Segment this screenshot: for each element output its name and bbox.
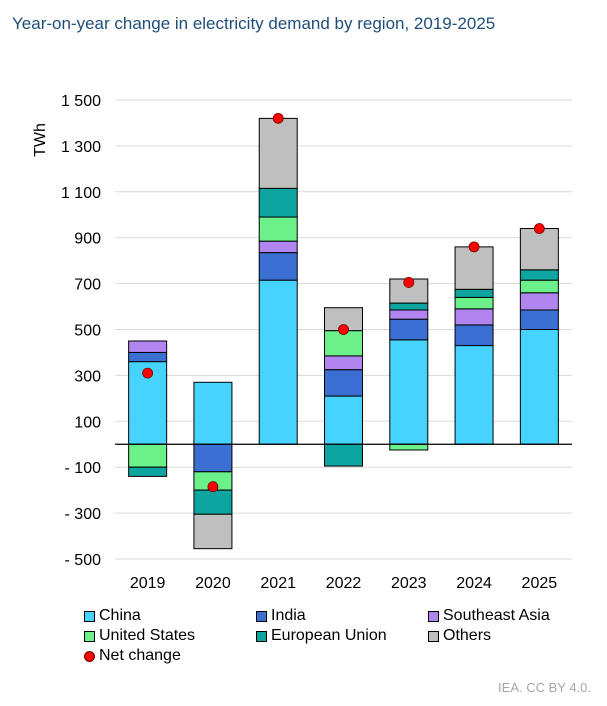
legend-label-united-states: United States: [99, 627, 196, 644]
net-change-marker: [468, 241, 480, 253]
bar-segment-china: [389, 339, 429, 445]
legend-label-others: Others: [443, 627, 492, 644]
bar-segment-china: [324, 395, 363, 445]
chart-title: Year-on-year change in electricity deman…: [12, 14, 496, 33]
bar-segment-others: [454, 246, 494, 290]
bar-segment-united-states: [389, 443, 429, 451]
bar-segment-india: [389, 318, 429, 341]
bar-segment-united-states: [258, 216, 298, 242]
y-tick-label: 100: [74, 414, 101, 431]
net-change-marker: [533, 223, 545, 234]
y-tick-label: 700: [74, 277, 101, 294]
x-tick-label: 2019: [130, 575, 166, 592]
bar-segment-india: [258, 252, 298, 281]
legend-label-net-change: Net change: [99, 647, 181, 664]
bar-segment-southeast-asia: [454, 308, 494, 326]
bar-segment-india: [193, 443, 233, 473]
bar-segment-european-union: [193, 489, 233, 515]
gridlines: [115, 99, 572, 560]
bar-segment-european-union: [258, 187, 298, 218]
net-change-marker: [338, 324, 349, 335]
chart-area: 1 500 1 300 1 100 900 700 500 300 100 - 100 - 300…: [32, 93, 572, 592]
legend-item-european-union: European Union: [256, 627, 387, 645]
bar-segment-european-union: [519, 269, 559, 281]
y-tick-label: 500: [74, 323, 101, 340]
y-tick-label: 1 500: [61, 93, 101, 110]
bar-segment-european-union: [389, 302, 429, 311]
x-tick-label: 2022: [326, 575, 362, 592]
x-tick-label: 2020: [195, 575, 231, 592]
net-change-markers: [142, 112, 545, 493]
bar-segment-china: [454, 345, 494, 445]
x-tick-label: 2025: [522, 575, 558, 592]
y-tick-label: - 300: [65, 506, 102, 523]
bar-segment-others: [519, 228, 559, 271]
net-change-marker: [207, 481, 219, 493]
bar-segment-european-union: [454, 288, 494, 298]
y-tick-labels: 1 500 1 300 1 100 900 700 500 300 100 - 100 - 300…: [61, 93, 101, 569]
legend-marker-net-change: [84, 650, 95, 662]
legend-item-others: Others: [428, 627, 491, 645]
legend-swatch-united-states: [84, 630, 95, 642]
bar-segment-others: [193, 513, 233, 550]
bar-segment-united-states: [519, 279, 559, 294]
legend-swatch-china: [84, 610, 95, 622]
legend-swatch-india: [256, 610, 267, 622]
bar-segment-european-union: [128, 466, 168, 477]
legend-item-southeast-asia: Southeast Asia: [428, 607, 550, 625]
bar-segment-india: [454, 324, 494, 347]
y-tick-label: 900: [74, 231, 101, 248]
bar-segment-india: [519, 309, 559, 330]
legend-label-southeast-asia: Southeast Asia: [443, 607, 550, 624]
legend-item-united-states: United States: [84, 627, 195, 645]
x-tick-label: 2021: [260, 575, 296, 592]
net-change-marker: [403, 277, 415, 288]
y-axis-label: TWh: [32, 123, 49, 157]
net-change-marker: [142, 367, 154, 379]
bar-segment-united-states: [454, 296, 494, 310]
bar-segment-india: [128, 351, 168, 363]
y-tick-label: 1 300: [61, 139, 101, 156]
x-tick-label: 2023: [391, 575, 427, 592]
bar-segment-southeast-asia: [128, 340, 168, 353]
bar-segment-southeast-asia: [519, 292, 559, 311]
legend-label-china: China: [99, 607, 141, 624]
y-tick-label: - 500: [65, 552, 102, 569]
x-tick-label: 2024: [456, 575, 492, 592]
y-tick-label: - 100: [65, 460, 102, 477]
legend-swatch-southeast-asia: [428, 610, 439, 622]
bar-segment-southeast-asia: [324, 355, 363, 371]
bar-segment-india: [324, 369, 363, 397]
legend-label-european-union: European Union: [271, 627, 387, 644]
x-tick-labels: 2019 2020 2021 2022 2023 2024 2025: [130, 575, 557, 592]
bar-segment-united-states: [128, 443, 168, 468]
y-tick-label: 300: [74, 368, 101, 385]
legend-item-china: China: [84, 607, 141, 625]
legend-swatch-european-union: [256, 630, 267, 642]
y-tick-label: 1 100: [61, 185, 101, 202]
source-credit: IEA. CC BY 4.0.: [498, 680, 591, 695]
bar-segment-southeast-asia: [258, 240, 298, 254]
legend-swatch-others: [428, 630, 439, 642]
bar-segment-china: [193, 381, 233, 445]
legend-label-india: India: [271, 607, 306, 624]
net-change-marker: [272, 112, 284, 124]
legend-item-india: India: [256, 607, 306, 625]
bar-segment-southeast-asia: [389, 309, 429, 320]
bar-segment-european-union: [324, 443, 363, 467]
bar-segment-others: [258, 117, 298, 189]
legend-item-net-change: Net change: [84, 647, 181, 665]
bar-segment-china: [258, 279, 298, 445]
bar-segment-china: [519, 329, 559, 445]
